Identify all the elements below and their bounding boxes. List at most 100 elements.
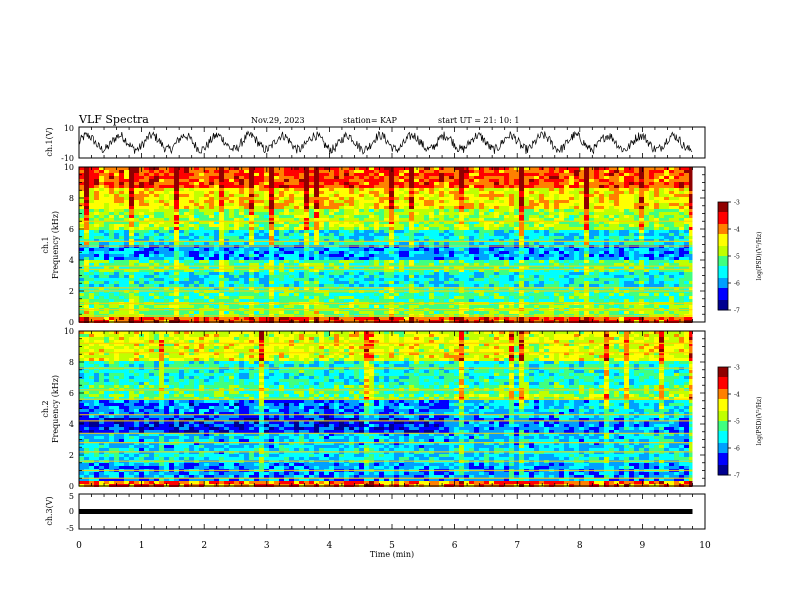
- spectrogram-cell: [419, 188, 424, 191]
- spectrogram-cell: [139, 215, 144, 218]
- spectrogram-cell: [394, 194, 399, 197]
- spectrogram-cell: [459, 266, 464, 269]
- spectrogram-cell: [109, 209, 114, 212]
- spectrogram-cell: [669, 206, 674, 209]
- spectrogram-cell: [104, 182, 109, 185]
- spectrogram-cell: [329, 185, 334, 188]
- spectrogram-cell: [604, 233, 609, 236]
- spectrogram-cell: [474, 203, 479, 206]
- spectrogram-cell: [239, 272, 244, 275]
- spectrogram-cell: [404, 197, 409, 200]
- spectrogram-cell: [319, 242, 324, 245]
- spectrogram-cell: [679, 185, 684, 188]
- spectrogram-cell: [619, 209, 624, 212]
- spectrogram-cell: [259, 275, 264, 278]
- spectrogram-cell: [524, 194, 529, 197]
- spectrogram-cell: [124, 212, 129, 215]
- spectrogram-cell: [119, 206, 124, 209]
- spectrogram-cell: [104, 236, 109, 239]
- spectrogram-cell: [669, 185, 674, 188]
- spectrogram-cell: [489, 251, 494, 254]
- spectrogram-cell: [424, 182, 429, 185]
- spectrogram-cell: [159, 227, 164, 230]
- spectrogram-cell: [369, 257, 374, 260]
- spectrogram-cell: [399, 284, 404, 287]
- spectrogram-cell: [664, 209, 669, 212]
- spectrogram-cell: [269, 281, 274, 284]
- spectrogram-cell: [589, 275, 594, 278]
- spectrogram-cell: [624, 224, 629, 227]
- spectrogram-cell: [619, 257, 624, 260]
- spectrogram-cell: [394, 239, 399, 242]
- spectrogram-cell: [454, 209, 459, 212]
- spectrogram-cell: [529, 170, 534, 173]
- spectrogram-cell: [229, 227, 234, 230]
- spectrogram-cell: [599, 182, 604, 185]
- spectrogram-cell: [424, 239, 429, 242]
- spectrogram-cell: [214, 218, 219, 221]
- spectrogram-cell: [519, 170, 524, 173]
- spectrogram-cell: [124, 194, 129, 197]
- spectrogram-cell: [474, 236, 479, 239]
- spectrogram-cell: [459, 200, 464, 203]
- spectrogram-cell: [519, 269, 524, 272]
- spectrogram-cell: [684, 257, 689, 260]
- spectrogram-cell: [624, 239, 629, 242]
- spectrogram-cell: [574, 227, 579, 230]
- spectrogram-cell: [619, 251, 624, 254]
- spectrogram-cell: [484, 260, 489, 263]
- spectrogram-cell: [179, 221, 184, 224]
- spectrogram-cell: [644, 221, 649, 224]
- spectrogram-cell: [674, 266, 679, 269]
- spectrogram-cell: [589, 179, 594, 182]
- spectrogram-cell: [429, 218, 434, 221]
- spectrogram-cell: [299, 272, 304, 275]
- spectrogram-cell: [544, 179, 549, 182]
- spectrogram-cell: [349, 191, 354, 194]
- spectrogram-cell: [139, 212, 144, 215]
- spectrogram-cell: [169, 269, 174, 272]
- spectrogram-cell: [414, 254, 419, 257]
- spectrogram-cell: [444, 248, 449, 251]
- spectrogram-cell: [474, 257, 479, 260]
- spectrogram-cell: [284, 212, 289, 215]
- spectrogram-cell: [499, 269, 504, 272]
- spectrogram-cell: [379, 260, 384, 263]
- spectrogram-cell: [254, 179, 259, 182]
- spectrogram-cell: [99, 212, 104, 215]
- spectrogram-cell: [239, 254, 244, 257]
- spectrogram-cell: [634, 200, 639, 203]
- spectrogram-cell: [399, 236, 404, 239]
- spectrogram-cell: [329, 182, 334, 185]
- spectrogram-cell: [309, 257, 314, 260]
- spectrogram-cell: [149, 272, 154, 275]
- spectrogram-cell: [589, 176, 594, 179]
- spectrogram-cell: [219, 257, 224, 260]
- spectrogram-cell: [329, 230, 334, 233]
- spectrogram-cell: [529, 176, 534, 179]
- spectrogram-cell: [564, 224, 569, 227]
- spectrogram-cell: [534, 212, 539, 215]
- spectrogram-cell: [449, 200, 454, 203]
- spectrogram-cell: [409, 278, 414, 281]
- spectrogram-cell: [189, 212, 194, 215]
- spectrogram-cell: [204, 215, 209, 218]
- spectrogram-cell: [534, 260, 539, 263]
- spectrogram-cell: [589, 200, 594, 203]
- spectrogram-cell: [339, 278, 344, 281]
- spectrogram-cell: [99, 248, 104, 251]
- spectrogram-cell: [299, 188, 304, 191]
- spectrogram-cell: [324, 179, 329, 182]
- spectrogram-cell: [454, 224, 459, 227]
- spectrogram-cell: [84, 218, 89, 221]
- spectrogram-cell: [549, 185, 554, 188]
- spectrogram-cell: [554, 248, 559, 251]
- spectrogram-cell: [154, 278, 159, 281]
- spectrogram-cell: [654, 179, 659, 182]
- spectrogram-cell: [494, 224, 499, 227]
- spectrogram-cell: [89, 206, 94, 209]
- spectrogram-cell: [409, 176, 414, 179]
- spectrogram-cell: [624, 194, 629, 197]
- spectrogram-cell: [554, 254, 559, 257]
- spectrogram-cell: [219, 185, 224, 188]
